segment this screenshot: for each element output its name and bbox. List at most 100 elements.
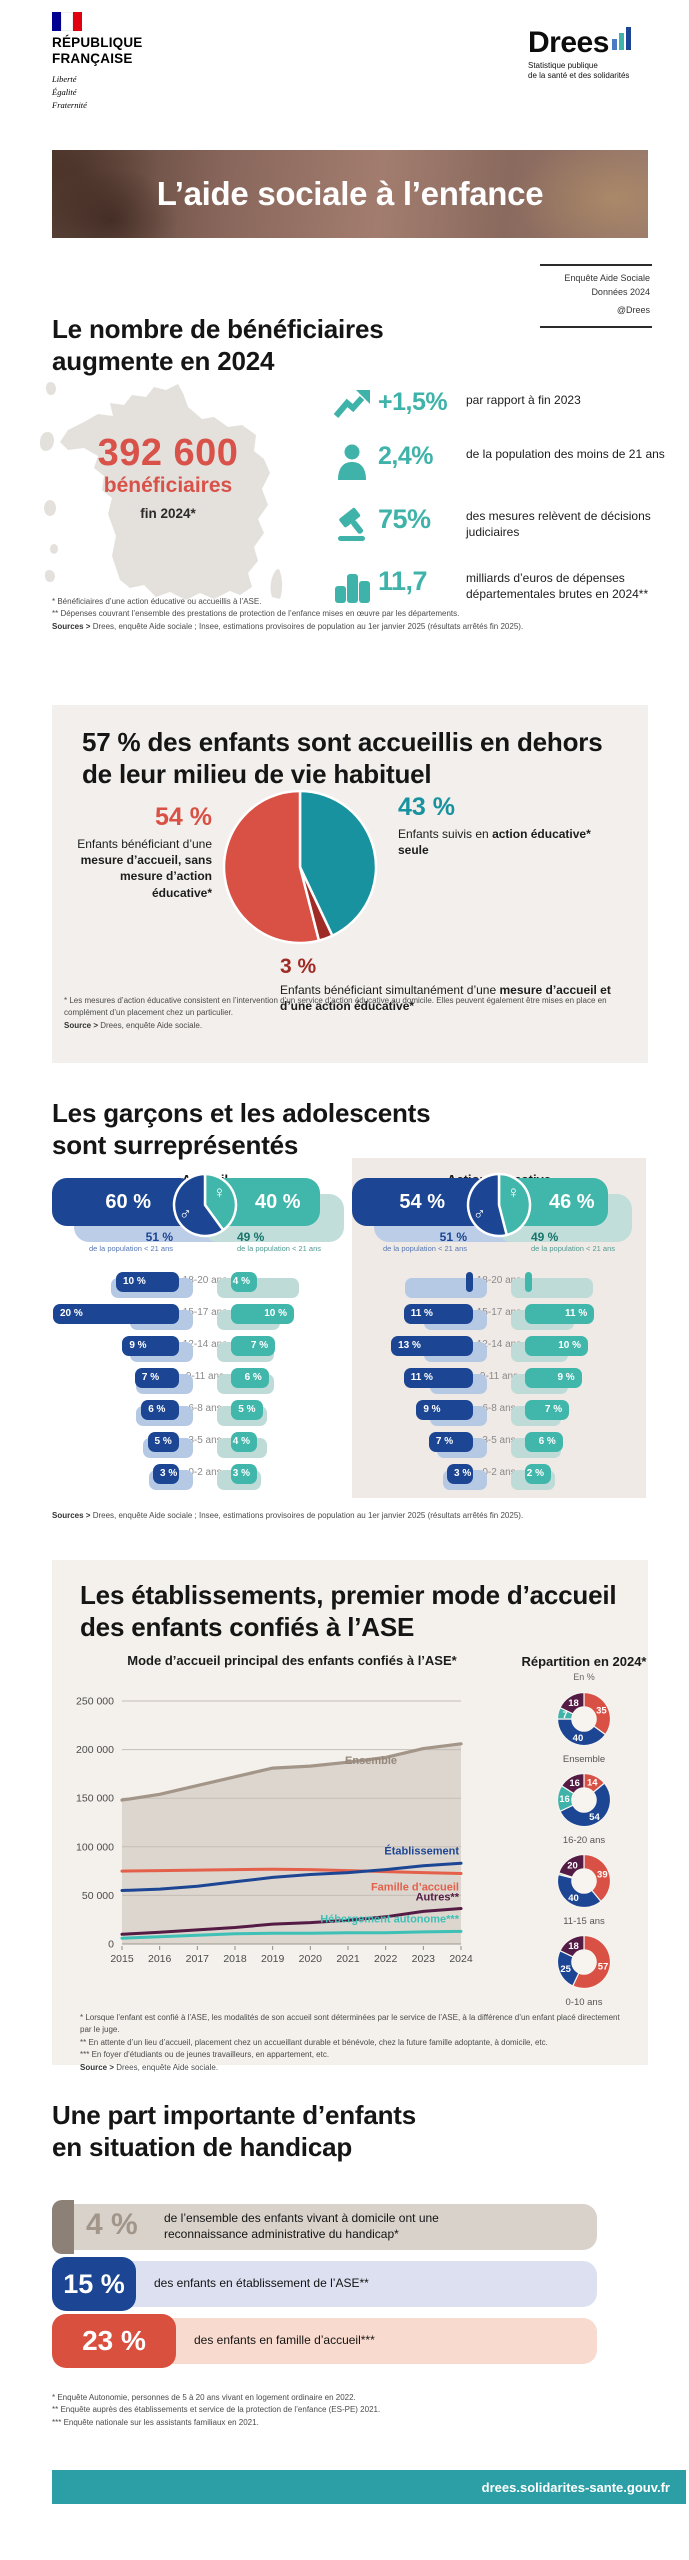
footnotes-handicap: * Enquête Autonomie, personnes de 5 à 20…: [52, 2392, 612, 2429]
footnote-line: ** Dépenses couvrant l’ensemble des pres…: [52, 609, 460, 619]
age-row: 13 % 10 % 12-14 ans: [352, 1336, 646, 1364]
drees-logo: Drees Statistique publique de la santé e…: [528, 27, 658, 82]
donut-value: 16: [569, 1778, 580, 1789]
pie-value-43: 43 %: [398, 793, 455, 821]
bar-female: 7 %: [231, 1336, 276, 1356]
age-row: 10 % 4 % 18-20 ans: [52, 1272, 358, 1300]
banner: L’aide sociale à l’enfance: [52, 150, 648, 238]
y-tick-label: 0: [108, 1939, 114, 1951]
age-row: 7 % 6 % 9-11 ans: [52, 1368, 358, 1396]
donut-label: 0-10 ans: [565, 1997, 603, 2008]
age-row: 9 % 7 % 6-8 ans: [352, 1400, 646, 1428]
pie-label-43: 43 % Enfants suivis en action éducative*…: [398, 793, 613, 858]
bar-male: 3 %: [153, 1464, 179, 1484]
age-label: 18-20 ans: [476, 1275, 522, 1286]
donut-hole: [571, 1706, 597, 1732]
pie-slice: [497, 1172, 532, 1237]
bar-female: 10 %: [525, 1336, 588, 1356]
series-label: Établissement: [384, 1844, 459, 1857]
bar-male: 11 %: [403, 1368, 473, 1388]
age-row: 6 % 5 % 6-8 ans: [52, 1400, 358, 1428]
stat-value: +1,5%: [378, 388, 448, 416]
footer-bar: drees.solidarites-sante.gouv.fr: [52, 2470, 686, 2504]
x-tick-label: 2017: [186, 1953, 210, 1965]
x-tick-label: 2021: [336, 1953, 360, 1965]
mars-icon: ♂: [473, 1204, 486, 1223]
handicap-bar-famille: 23 % des enfants en famille d’accueil***: [52, 2314, 597, 2368]
x-tick-label: 2024: [449, 1953, 473, 1965]
donut-chart: 14 54 16 16 16-20 ans: [520, 1771, 648, 1846]
page-title: L’aide sociale à l’enfance: [156, 175, 544, 212]
line-chart-title: Mode d’accueil principal des enfants con…: [127, 1653, 457, 1668]
age-label: 12-14 ans: [182, 1339, 228, 1350]
devise-liberte: Liberté: [52, 74, 77, 85]
section-title-milieu: 57 % des enfants sont accueillis en deho…: [82, 727, 603, 789]
stat-row-depenses: 11,7 milliards d’euros de dépenses dépar…: [332, 564, 668, 611]
bar-female: 9 %: [525, 1368, 582, 1388]
pie-slice: [222, 789, 321, 945]
french-flag-icon: [52, 12, 82, 31]
pie-slice: [298, 789, 378, 938]
footnote-line: ** En attente d’un lieu d’accueil, place…: [80, 2037, 548, 2047]
age-row: 5 % 4 % 3-5 ans: [52, 1432, 358, 1460]
footnotes-beneficiaires: * Bénéficiaires d’une action éducative o…: [52, 596, 642, 633]
beneficiaries-label: bénéficiaires: [103, 473, 233, 497]
republique-francaise-logo: RÉPUBLIQUE FRANÇAISE Liberté Égalité Fra…: [52, 12, 172, 111]
age-label: 15-17 ans: [182, 1307, 228, 1318]
donut-value: 25: [560, 1964, 571, 1975]
credit: @Drees: [616, 305, 650, 315]
section-title-garcons: Les garçons et les adolescents sont surr…: [52, 1098, 431, 1160]
bar-male: 5 %: [147, 1432, 179, 1452]
map-blob: [44, 500, 56, 516]
footnotes-garcons: Sources > Drees, enquête Aide sociale ; …: [52, 1510, 642, 1522]
beneficiaries-sub: fin 2024*: [140, 506, 196, 522]
stat-value: 75%: [378, 504, 431, 534]
footnotes-etablissements: * Lorsque l’enfant est confié à l’ASE, l…: [80, 2012, 625, 2074]
donut-column: Répartition en 2024* En % 35 40 7 18 Ensembl…: [520, 1654, 648, 2014]
gender-split-circle: [172, 1172, 238, 1238]
footnote-line: *** En foyer d’étudiants ou de jeunes tr…: [80, 2050, 330, 2060]
donut-svg: 39 40 20: [556, 1853, 612, 1909]
map-blob: [45, 570, 55, 582]
panel-action-educative: Action éducative 54 % 46 % ♂ ♀ 51 % de l…: [352, 1168, 646, 1498]
donut-value: 35: [596, 1705, 607, 1716]
republique-line2: FRANÇAISE: [52, 50, 133, 66]
age-label: 3-5 ans: [188, 1435, 222, 1446]
age-label: 6-8 ans: [482, 1403, 516, 1414]
mars-icon: ♂: [179, 1204, 192, 1223]
population-female-note: 49 % de la population < 21 ans: [531, 1230, 616, 1253]
footnote-line: * Enquête Autonomie, personnes de 5 à 20…: [52, 2393, 356, 2402]
gender-split-circle: [466, 1172, 532, 1238]
donut-charts: 35 40 7 18 Ensemble 14 54 16 16 16-20 ans 39 40 20 11…: [520, 1690, 648, 2008]
age-label: 15-17 ans: [476, 1307, 522, 1318]
handicap-bar-domicile: 4 % de l’ensemble des enfants vivant à d…: [52, 2200, 597, 2254]
key-stats-list: +1,5% par rapport à fin 2023 2,4% de la …: [332, 386, 668, 626]
bar-female: 6 %: [525, 1432, 563, 1452]
footer-link[interactable]: drees.solidarites-sante.gouv.fr: [481, 2479, 670, 2495]
age-label: 0-2 ans: [188, 1467, 222, 1478]
series-line: [120, 1742, 463, 1802]
bar-male: 7 %: [428, 1432, 473, 1452]
drees-tagline1: Statistique publique: [528, 61, 598, 70]
handicap-text: de l’ensemble des enfants vivant à domic…: [164, 2211, 439, 2241]
bar-male: 13 %: [391, 1336, 473, 1356]
age-label: 3-5 ans: [482, 1435, 516, 1446]
age-label: 0-2 ans: [482, 1467, 516, 1478]
donut-label: Ensemble: [562, 1754, 606, 1765]
bar-female: 11 %: [525, 1304, 595, 1324]
donut-value: 18: [568, 1941, 579, 1952]
bar-female: 10 %: [231, 1304, 294, 1324]
france-map-shape: [60, 384, 283, 600]
map-blob: [50, 544, 58, 554]
pie-label-3: 3 % Enfants bénéficiant simultanément d’…: [280, 955, 640, 1014]
footnotes-milieu: * Les mesures d’action éducative consist…: [64, 995, 630, 1032]
stat-row-judiciaire: 75% des mesures relèvent de décisions ju…: [332, 502, 668, 549]
x-tick-label: 2016: [148, 1953, 172, 1965]
handicap-value-pill: 23 %: [52, 2314, 176, 2368]
map-blob: [40, 432, 54, 451]
section-title-handicap: Une part importante d’enfants en situati…: [52, 2100, 417, 2162]
person-icon: [332, 440, 378, 487]
x-tick-label: 2015: [110, 1953, 134, 1965]
donut-unit: En %: [573, 1672, 595, 1682]
series-label: Autres**: [416, 1892, 460, 1904]
